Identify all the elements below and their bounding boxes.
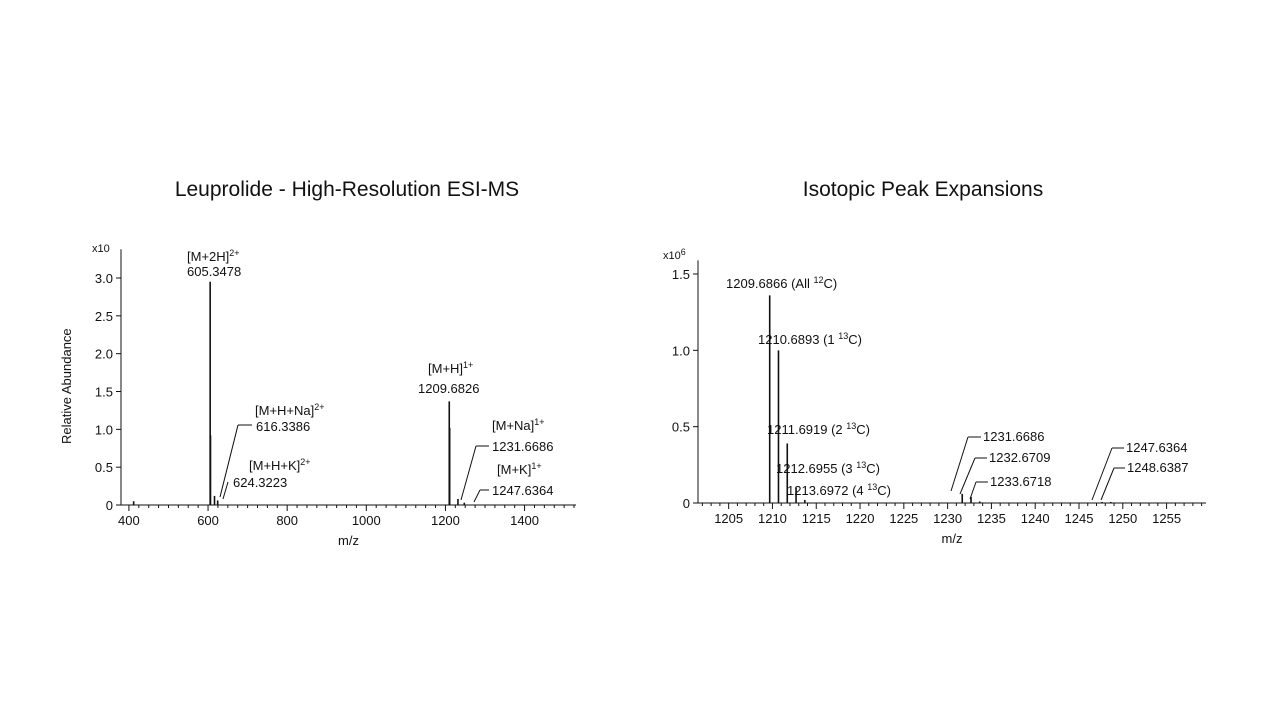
x-tick-label: 1210 bbox=[758, 511, 787, 526]
chart-title: Isotopic Peak Expansions bbox=[803, 178, 1043, 201]
y-tick-label: 0.5 bbox=[672, 420, 690, 435]
isotope-annotation: 1209.6866 (All 12C) bbox=[726, 275, 837, 291]
leader-line bbox=[473, 489, 481, 503]
isotope-annotation: 1211.6919 (2 13C) bbox=[767, 421, 870, 437]
leader-line bbox=[950, 436, 969, 492]
chart-2: Isotopic Peak Expansions 1205 1210 1215 1220… bbox=[663, 178, 1206, 546]
annotation-value: 616.3386 bbox=[256, 419, 310, 434]
leader-line bbox=[959, 457, 976, 495]
y-axis-label: Relative Abundance bbox=[59, 328, 74, 444]
x-tick-label: 1205 bbox=[714, 511, 743, 526]
x-axis-label: m/z bbox=[338, 533, 359, 548]
leader-line bbox=[219, 424, 239, 498]
y-tick-label: 2.0 bbox=[95, 347, 113, 362]
leader-line bbox=[1091, 447, 1113, 501]
annotation-ion-label: [M+H+K]2+ bbox=[249, 457, 311, 473]
leader-line bbox=[969, 481, 977, 500]
leader-line bbox=[222, 481, 229, 500]
chart-title: Leuprolide - High-Resolution ESI-MS bbox=[175, 178, 519, 201]
y-multiplier: x10 bbox=[92, 243, 110, 255]
isotope-annotation: 1210.6893 (1 13C) bbox=[758, 331, 862, 347]
x-tick-label: 1255 bbox=[1152, 511, 1181, 526]
y-tick-label: 0.5 bbox=[95, 460, 113, 475]
peak-value-label: 1232.6709 bbox=[989, 450, 1050, 465]
peak-value-label: 1233.6718 bbox=[990, 474, 1051, 489]
y-tick-label: 1.0 bbox=[672, 343, 690, 358]
x-tick-label: 1240 bbox=[1021, 511, 1050, 526]
annotation-ion-label: [M+Na]1+ bbox=[492, 417, 545, 433]
annotation-ion-label: [M+H+Na]2+ bbox=[255, 402, 325, 418]
y-multiplier: x106 bbox=[663, 247, 686, 262]
annotation-ion-label: [M+2H]2+ bbox=[187, 248, 240, 264]
peak-value-label: 1247.6364 bbox=[1126, 440, 1187, 455]
x-tick-label: 1235 bbox=[977, 511, 1006, 526]
leader-line bbox=[460, 445, 477, 501]
annotation-value: 1231.6686 bbox=[492, 439, 553, 454]
y-tick-label: 1.5 bbox=[95, 385, 113, 400]
x-tick-label: 1245 bbox=[1065, 511, 1094, 526]
isotope-annotation: 1213.6972 (4 13C) bbox=[787, 482, 891, 498]
y-tick-label: 2.5 bbox=[95, 309, 113, 324]
x-tick-label: 1215 bbox=[802, 511, 831, 526]
y-tick-label: 1.0 bbox=[95, 422, 113, 437]
annotation-value: 624.3223 bbox=[233, 475, 287, 490]
y-tick-label: 0 bbox=[683, 496, 690, 511]
x-tick-label: 1400 bbox=[510, 513, 539, 528]
peak-value-label: 1248.6387 bbox=[1127, 460, 1188, 475]
x-tick-label: 1000 bbox=[352, 513, 381, 528]
chart-1: Leuprolide - High-Resolution ESI-MS 400 60… bbox=[59, 178, 576, 548]
annotation-ion-label: [M+H]1+ bbox=[428, 360, 473, 376]
y-tick-label: 0 bbox=[106, 498, 113, 513]
x-tick-label: 800 bbox=[276, 513, 298, 528]
annotation-ion-label: [M+K]1+ bbox=[497, 461, 542, 477]
x-tick-label: 1230 bbox=[933, 511, 962, 526]
x-tick-label: 1220 bbox=[846, 511, 875, 526]
annotation-value: 1247.6364 bbox=[492, 483, 553, 498]
annotation-value: 605.3478 bbox=[187, 264, 241, 279]
y-tick-label: 3.0 bbox=[95, 271, 113, 286]
x-tick-label: 400 bbox=[118, 513, 140, 528]
isotope-annotation: 1212.6955 (3 13C) bbox=[776, 460, 880, 476]
y-tick-label: 1.5 bbox=[672, 267, 690, 282]
x-tick-label: 1250 bbox=[1108, 511, 1137, 526]
leader-line bbox=[1100, 467, 1115, 501]
x-tick-label: 600 bbox=[197, 513, 219, 528]
x-tick-label: 1200 bbox=[431, 513, 460, 528]
peak-value-label: 1231.6686 bbox=[983, 429, 1044, 444]
x-tick-label: 1225 bbox=[889, 511, 918, 526]
x-axis-label: m/z bbox=[942, 531, 963, 546]
annotation-value: 1209.6826 bbox=[418, 381, 479, 396]
